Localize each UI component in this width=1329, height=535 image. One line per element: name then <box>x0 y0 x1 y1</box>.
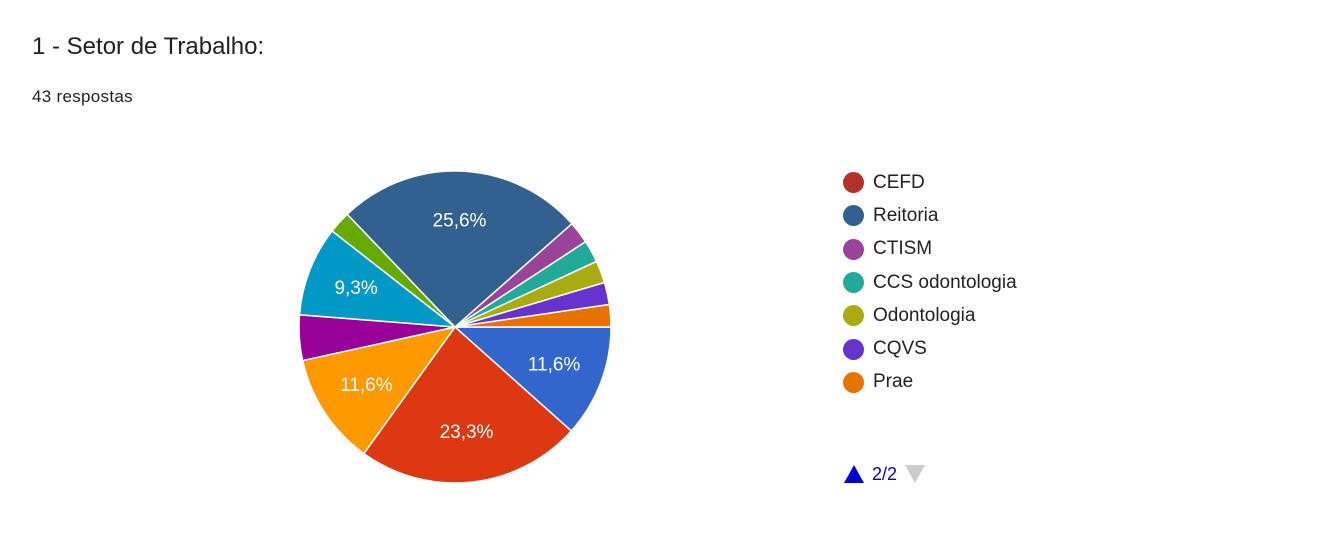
legend-swatch <box>843 272 864 294</box>
legend-item-cqvs[interactable]: CQVS <box>843 332 1017 365</box>
legend-label: Odontologia <box>873 304 976 326</box>
legend-label: Reitoria <box>873 204 939 226</box>
legend-label: CEFD <box>873 171 925 193</box>
legend-item-cefd[interactable]: CEFD <box>843 166 1017 199</box>
pie-slice[interactable] <box>453 326 612 433</box>
pie-slice-label: 11,6% <box>340 375 393 396</box>
chart-legend: CEFD Reitoria CTISM CCS odontologia Odon… <box>843 166 1017 399</box>
pie-slice-label: 25,6% <box>433 211 487 232</box>
legend-label: CQVS <box>873 338 927 360</box>
legend-pager: 2/2 <box>843 460 926 488</box>
triangle-up-icon <box>844 465 864 483</box>
legend-label: CTISM <box>873 238 933 260</box>
question-title: 1 - Setor de Trabalho: <box>32 33 265 60</box>
legend-swatch <box>843 205 864 227</box>
legend-item-ccs-odontologia[interactable]: CCS odontologia <box>843 266 1017 299</box>
legend-page-indicator: 2/2 <box>872 463 898 484</box>
legend-page-down-button[interactable] <box>904 463 926 485</box>
pie-slice[interactable] <box>298 229 458 328</box>
pie-slice-label: 23,3% <box>440 422 494 443</box>
pie-slice[interactable] <box>346 170 573 329</box>
legend-item-reitoria[interactable]: Reitoria <box>843 199 1017 232</box>
legend-label: CCS odontologia <box>873 271 1017 293</box>
pie-slice[interactable] <box>362 325 573 484</box>
legend-page-up-button[interactable] <box>843 463 865 485</box>
legend-item-odontologia[interactable]: Odontologia <box>843 299 1017 332</box>
legend-swatch <box>843 238 864 260</box>
triangle-down-icon <box>905 465 926 483</box>
pie-slice-label: 11,6% <box>528 354 581 375</box>
pie-slice[interactable] <box>454 303 612 328</box>
legend-item-ctism[interactable]: CTISM <box>843 233 1017 266</box>
legend-swatch <box>843 338 864 360</box>
legend-label: Prae <box>873 371 914 393</box>
legend-swatch <box>843 172 864 194</box>
pie-slice[interactable] <box>301 325 457 455</box>
pie-chart: 11,6% 23,3% 11,6% 9,3% 25,6% <box>298 170 612 484</box>
legend-item-prae[interactable]: Prae <box>843 366 1017 399</box>
legend-swatch <box>843 305 864 327</box>
legend-swatch <box>843 371 864 393</box>
response-count: 43 respostas <box>32 87 133 106</box>
pie-slice-label: 9,3% <box>334 278 377 299</box>
